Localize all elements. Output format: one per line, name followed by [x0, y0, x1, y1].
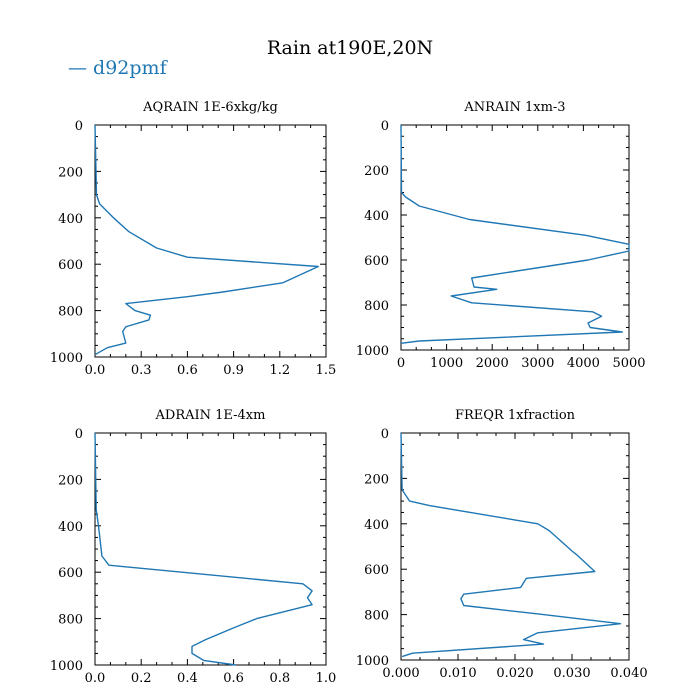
plot-frame — [94, 124, 327, 358]
x-tick-label: 0.9 — [223, 363, 244, 378]
y-tick-label: 0 — [381, 427, 389, 442]
y-tick-label: 400 — [364, 209, 389, 224]
x-tick-label: 4000 — [567, 356, 600, 371]
y-tick-label: 1000 — [50, 351, 83, 366]
y-tick-label: 1000 — [50, 659, 83, 674]
x-tick-label: 0.8 — [269, 671, 290, 686]
x-tick-label: 2000 — [476, 356, 509, 371]
y-tick-label: 800 — [58, 613, 83, 628]
x-tick-label: 0.020 — [496, 666, 533, 681]
plot-frame — [94, 432, 327, 666]
figure-title: Rain at190E,20N — [266, 37, 434, 59]
y-tick-label: 600 — [58, 566, 83, 581]
y-tick-label: 200 — [364, 472, 389, 487]
chart-panel-1: AQRAIN 1E-6xkg/kg 0.0 0.3 0.6 0.9 1.2 1.5 0 200 4… — [50, 100, 336, 378]
series-line-d92pmf — [94, 432, 313, 666]
x-tick-label: 3000 — [521, 356, 554, 371]
y-tick-label: 1000 — [356, 344, 389, 359]
y-tick-label: 400 — [58, 520, 83, 535]
x-tick-label: 1000 — [430, 356, 463, 371]
chart-panel-3: ADRAIN 1E-4xm 0.0 0.2 0.4 0.6 0.8 1.0 0 200 400 60… — [50, 408, 336, 686]
panel-title: ANRAIN 1xm-3 — [463, 100, 565, 115]
x-tick-label: 0.2 — [131, 671, 152, 686]
legend-label: d92pmf — [93, 57, 167, 79]
legend-line-icon: — — [68, 57, 94, 79]
panel-title: FREQR 1xfraction — [455, 408, 576, 423]
x-tick-label: 0.0 — [85, 671, 106, 686]
y-tick-label: 200 — [364, 164, 389, 179]
y-tick-label: 0 — [75, 427, 83, 442]
y-tick-label: 200 — [58, 473, 83, 488]
y-tick-label: 400 — [364, 518, 389, 533]
y-tick-label: 200 — [58, 165, 83, 180]
y-tick-label: 800 — [364, 299, 389, 314]
y-tick-label: 800 — [364, 609, 389, 624]
x-tick-label: 0.010 — [439, 666, 476, 681]
series-line-d92pmf — [400, 124, 630, 344]
legend-entry: — d92pmf — [68, 57, 167, 79]
series-line-d92pmf — [400, 432, 622, 658]
x-tick-label: 1.0 — [316, 671, 337, 686]
x-tick-label: 1.2 — [269, 363, 290, 378]
y-tick-label: 800 — [58, 305, 83, 320]
x-tick-label: 1.5 — [316, 363, 337, 378]
x-tick-label: 0.000 — [382, 666, 419, 681]
panel-title: ADRAIN 1E-4xm — [155, 408, 266, 423]
y-tick-label: 600 — [364, 254, 389, 269]
panel-title: AQRAIN 1E-6xkg/kg — [142, 100, 278, 115]
series-line-d92pmf — [94, 124, 319, 356]
y-tick-label: 0 — [75, 119, 83, 134]
y-tick-label: 600 — [58, 258, 83, 273]
x-tick-label: 0.6 — [177, 363, 198, 378]
y-tick-label: 600 — [364, 563, 389, 578]
y-tick-label: 0 — [381, 119, 389, 134]
x-tick-label: 0.6 — [223, 671, 244, 686]
chart-panel-4: FREQR 1xfraction 0.000 0.010 0.020 0.030 0.04… — [356, 408, 648, 681]
y-tick-label: 1000 — [356, 654, 389, 669]
y-tick-label: 400 — [58, 212, 83, 227]
x-tick-label: 0.030 — [553, 666, 590, 681]
x-tick-label: 0 — [397, 356, 405, 371]
x-tick-label: 0.4 — [177, 671, 198, 686]
x-tick-label: 0.040 — [610, 666, 647, 681]
x-tick-label: 0.3 — [131, 363, 152, 378]
chart-panel-2: ANRAIN 1xm-3 0 1000 2000 3000 4000 5000 0 200 400… — [356, 100, 646, 371]
x-tick-label: 0.0 — [85, 363, 106, 378]
x-tick-label: 5000 — [612, 356, 645, 371]
